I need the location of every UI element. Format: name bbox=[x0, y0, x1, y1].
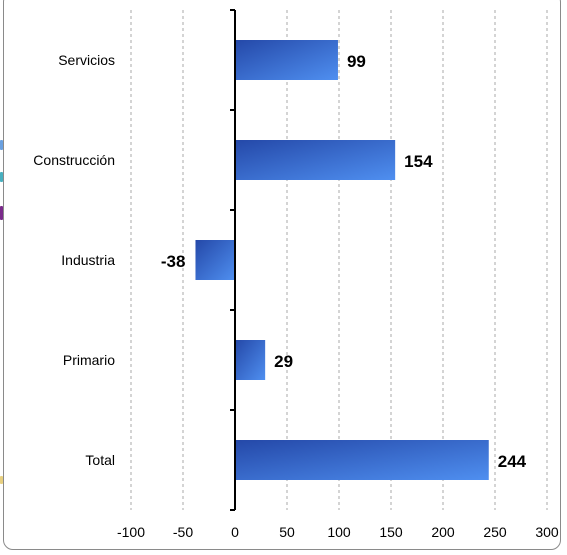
value-label: -38 bbox=[161, 252, 186, 271]
value-label: 154 bbox=[404, 152, 433, 171]
x-tick-label: 50 bbox=[279, 524, 295, 540]
edge-mark-yellow bbox=[0, 476, 3, 484]
edge-mark-teal bbox=[0, 172, 3, 182]
x-tick-label: 200 bbox=[431, 524, 455, 540]
bar-0 bbox=[235, 40, 338, 80]
axes bbox=[230, 9, 236, 511]
bar-1 bbox=[235, 140, 396, 180]
x-tick-label: -50 bbox=[173, 524, 193, 540]
value-label: 244 bbox=[498, 452, 527, 471]
labels: -100 -50 0 50 100 150 200 250 300 Servicios 99 Cons… bbox=[33, 52, 559, 540]
bars bbox=[195, 40, 489, 480]
bar-4 bbox=[235, 440, 489, 480]
category-label: Construcción bbox=[33, 152, 115, 168]
category-label: Servicios bbox=[58, 52, 115, 68]
edge-mark-blue bbox=[0, 140, 3, 150]
value-label: 99 bbox=[347, 52, 366, 71]
value-label: 29 bbox=[274, 352, 293, 371]
gridlines bbox=[130, 10, 548, 510]
bar-2 bbox=[195, 240, 235, 280]
bar-3 bbox=[235, 340, 266, 380]
x-tick-label: -100 bbox=[117, 524, 145, 540]
category-label: Total bbox=[85, 452, 115, 468]
x-tick-label: 300 bbox=[535, 524, 559, 540]
category-label: Industria bbox=[61, 252, 115, 268]
x-tick-label: 250 bbox=[483, 524, 507, 540]
category-label: Primario bbox=[63, 352, 115, 368]
x-tick-label: 0 bbox=[231, 524, 239, 540]
x-tick-label: 100 bbox=[327, 524, 351, 540]
edge-mark-purple bbox=[0, 206, 3, 220]
x-tick-label: 150 bbox=[379, 524, 403, 540]
